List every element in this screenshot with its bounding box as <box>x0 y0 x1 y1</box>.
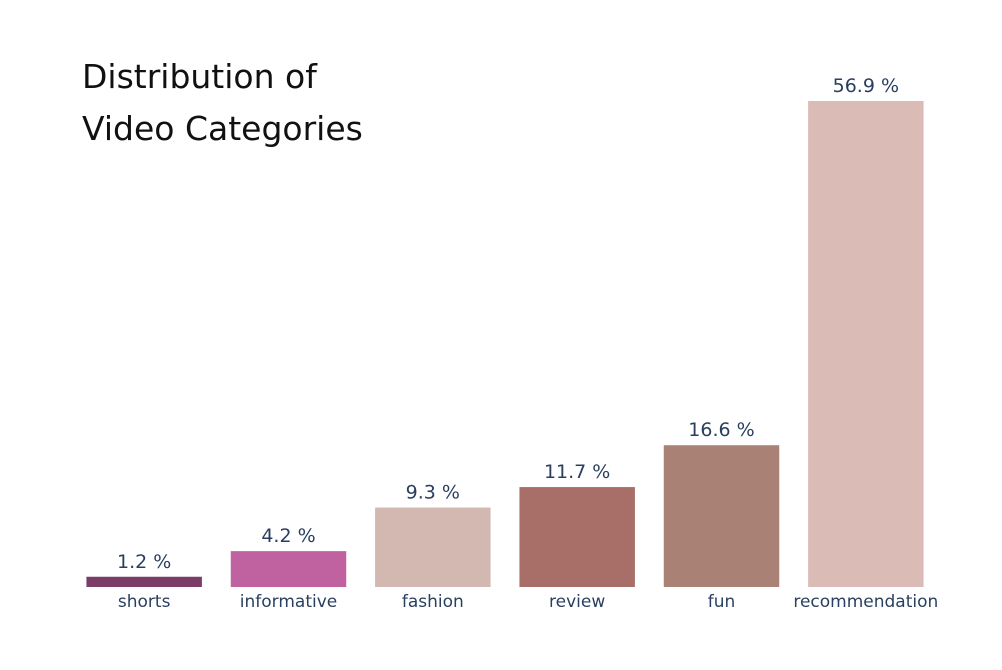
bar-fashion <box>375 507 491 587</box>
data-label-review: 11.7 % <box>544 461 610 483</box>
x-tick-label-informative: informative <box>240 592 337 612</box>
data-label-shorts: 1.2 % <box>117 551 171 573</box>
chart-title-line-1: Distribution of <box>82 57 318 96</box>
bar-informative <box>230 551 347 587</box>
x-tick-label-shorts: shorts <box>118 592 171 612</box>
bars-layer <box>86 101 924 587</box>
data-label-recommendation: 56.9 % <box>833 75 899 97</box>
data-label-fashion: 9.3 % <box>406 482 460 504</box>
bar-recommendation <box>808 101 924 587</box>
bar-shorts <box>86 576 202 587</box>
x-tick-label-fun: fun <box>708 592 736 612</box>
bar-review <box>519 487 635 587</box>
data-label-informative: 4.2 % <box>261 525 315 547</box>
bar-fun <box>663 445 780 587</box>
x-tick-labels-layer: shorts informative fashion review fun recomme… <box>118 592 938 612</box>
chart-title-line-2: Video Categories <box>82 109 363 148</box>
data-label-fun: 16.6 % <box>688 419 754 441</box>
x-tick-label-review: review <box>549 592 605 612</box>
data-labels-layer: 1.2 % 4.2 % 9.3 % 11.7 % 16.6 % 56.9 % <box>117 75 899 573</box>
x-tick-label-fashion: fashion <box>402 592 464 612</box>
x-tick-label-recommendation: recommendation <box>793 592 938 612</box>
